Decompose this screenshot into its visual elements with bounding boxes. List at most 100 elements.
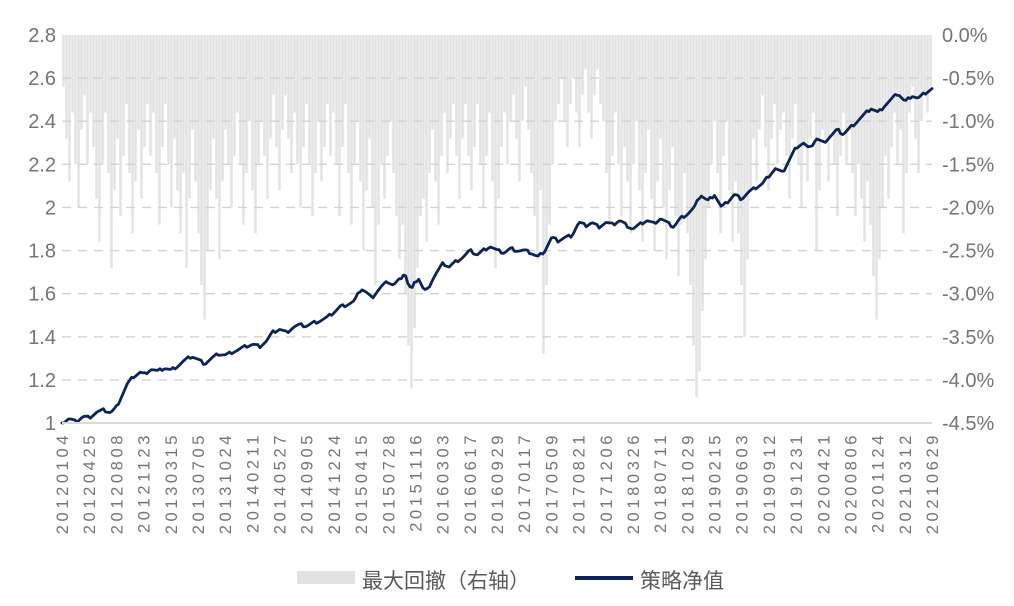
- drawdown-bar: [812, 35, 815, 113]
- drawdown-bar: [140, 35, 143, 199]
- drawdown-bar: [569, 35, 572, 104]
- drawdown-bar: [194, 35, 197, 182]
- drawdown-bar: [446, 35, 449, 173]
- drawdown-bar: [380, 35, 383, 165]
- drawdown-bar: [401, 35, 404, 225]
- drawdown-bar: [659, 35, 662, 139]
- x-axis-label: 20210312: [897, 432, 915, 534]
- drawdown-bar: [89, 35, 92, 113]
- drawdown-bar: [308, 35, 311, 165]
- drawdown-bar: [671, 35, 674, 148]
- x-axis-label: 20120104: [54, 432, 72, 534]
- drawdown-bar: [728, 35, 731, 191]
- legend-drawdown-swatch: [297, 571, 355, 584]
- drawdown-bar: [911, 35, 914, 87]
- drawdown-bar: [413, 35, 416, 329]
- drawdown-bar: [350, 35, 353, 225]
- drawdown-bar: [218, 35, 221, 260]
- drawdown-bar: [263, 35, 266, 156]
- drawdown-bar: [119, 35, 122, 217]
- drawdown-bar: [329, 35, 332, 156]
- drawdown-bar: [920, 35, 923, 122]
- x-axis-label: 20200421: [815, 432, 833, 534]
- y-axis-left-label: 1: [45, 413, 56, 435]
- drawdown-bar: [842, 35, 845, 113]
- drawdown-bar: [434, 35, 437, 182]
- drawdown-bar: [635, 35, 638, 122]
- drawdown-bar: [656, 35, 659, 182]
- drawdown-bar: [683, 35, 686, 173]
- drawdown-bar: [320, 35, 323, 182]
- drawdown-bar: [701, 35, 704, 311]
- drawdown-bar: [470, 35, 473, 191]
- drawdown-bar: [158, 35, 161, 225]
- drawdown-bar: [458, 35, 461, 199]
- y-axis-left-label: 1.2: [28, 370, 56, 392]
- drawdown-bar: [929, 35, 932, 87]
- drawdown-bar: [749, 35, 752, 191]
- drawdown-bar: [65, 35, 68, 139]
- drawdown-bar: [731, 35, 734, 242]
- drawdown-bar: [647, 35, 650, 130]
- drawdown-bar: [755, 35, 758, 182]
- drawdown-bar: [917, 35, 920, 173]
- drawdown-bar: [512, 35, 515, 96]
- net-value-line: [60, 87, 934, 425]
- drawdown-bar: [830, 35, 833, 130]
- drawdown-bar: [542, 35, 545, 354]
- drawdown-bar: [323, 35, 326, 148]
- drawdown-bar: [338, 35, 341, 217]
- drawdown-bar: [215, 35, 218, 199]
- drawdown-bar: [293, 35, 296, 113]
- drawdown-bar: [476, 35, 479, 104]
- x-axis-label: 20140905: [299, 432, 317, 534]
- y-axis-right-label: -2.0%: [942, 197, 994, 219]
- drawdown-bar: [281, 35, 284, 130]
- drawdown-bar: [236, 35, 239, 113]
- drawdown-bar: [782, 35, 785, 113]
- drawdown-bar: [98, 35, 101, 242]
- drawdown-bar: [269, 35, 272, 139]
- drawdown-bar: [818, 35, 821, 191]
- drawdown-bar: [698, 35, 701, 372]
- drawdown-bar: [410, 35, 413, 389]
- drawdown-bar: [461, 35, 464, 139]
- drawdown-bar: [761, 35, 764, 96]
- drawdown-bar: [578, 35, 581, 148]
- drawdown-bar: [806, 35, 809, 182]
- drawdown-bar: [515, 35, 518, 139]
- drawdown-bar: [827, 35, 830, 182]
- drawdown-bar: [185, 35, 188, 268]
- drawdown-bar: [365, 35, 368, 191]
- drawdown-bar: [788, 35, 791, 199]
- x-axis-label: 20171206: [598, 432, 616, 534]
- drawdown-bar: [83, 35, 86, 96]
- drawdown-bar: [779, 35, 782, 130]
- drawdown-bar: [560, 35, 563, 79]
- drawdown-bar: [143, 35, 146, 148]
- drawdown-bar: [104, 35, 107, 113]
- drawdown-bar: [737, 35, 740, 234]
- drawdown-bar: [221, 35, 224, 182]
- x-axis-label: 20200806: [842, 432, 860, 534]
- y-axis-right-labels: 0.0% -0.5% -1.0% -1.5% -2.0% -2.5% -3.0% -3.5% -…: [942, 25, 994, 435]
- drawdown-bar: [449, 35, 452, 139]
- drawdown-bar: [602, 35, 605, 122]
- y-axis-left-label: 2: [45, 197, 56, 219]
- drawdown-bar: [464, 35, 467, 104]
- drawdown-bar: [623, 35, 626, 148]
- drawdown-bar: [131, 35, 134, 234]
- drawdown-bar: [890, 35, 893, 148]
- drawdown-bar: [662, 35, 665, 208]
- drawdown-bar: [776, 35, 779, 165]
- drawdown-bar: [845, 35, 848, 165]
- drawdown-bar: [557, 35, 560, 104]
- drawdown-bar: [206, 35, 209, 251]
- drawdown-bar: [68, 35, 71, 182]
- drawdown-bar: [866, 35, 869, 182]
- x-axis-label: 20120425: [81, 432, 99, 534]
- drawdown-bar: [521, 35, 524, 122]
- drawdown-bar: [629, 35, 632, 234]
- drawdown-bar: [302, 35, 305, 148]
- drawdown-bar: [398, 35, 401, 260]
